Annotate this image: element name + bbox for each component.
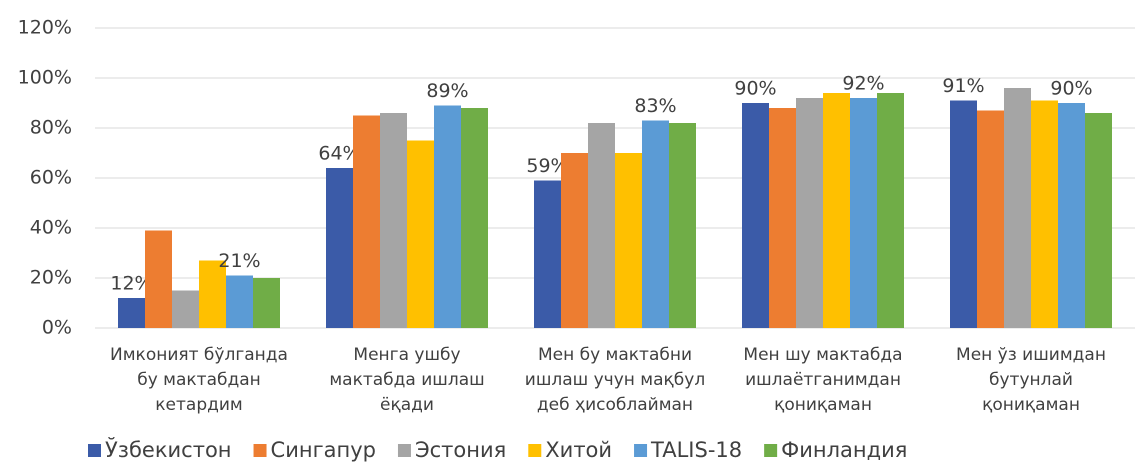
- bar: [877, 93, 904, 328]
- y-tick-label: 100%: [18, 67, 72, 89]
- legend-label: Финландия: [781, 438, 907, 462]
- legend-label: TALIS-18: [650, 438, 742, 462]
- data-label: 21%: [218, 250, 260, 272]
- bar: [407, 140, 434, 328]
- x-tick-label: қониқаман: [774, 395, 872, 415]
- legend-label: Хитой: [545, 438, 612, 462]
- bar: [253, 278, 280, 328]
- legend-label: Ўзбекистон: [105, 437, 232, 462]
- x-tick-label: бутунлай: [989, 370, 1073, 390]
- bar: [796, 98, 823, 328]
- data-label: 59%: [526, 155, 568, 177]
- x-tick-label: Мен шу мактабда: [743, 345, 902, 365]
- y-tick-label: 0%: [42, 317, 72, 339]
- x-tick-label: кетардим: [155, 395, 242, 415]
- x-tick-label: ишлаётганимдан: [745, 370, 901, 390]
- legend-swatch: [397, 444, 411, 457]
- data-label: 90%: [1050, 78, 1092, 100]
- legend-swatch: [764, 444, 778, 457]
- bar: [615, 153, 642, 328]
- bar: [461, 108, 488, 328]
- bar: [950, 100, 977, 328]
- x-tick-label: Мен бу мактабни: [538, 345, 692, 365]
- x-tick-label: Менга ушбу: [353, 345, 460, 365]
- bar: [226, 275, 253, 328]
- bar: [1085, 113, 1112, 328]
- data-label: 64%: [318, 143, 360, 165]
- bar: [1004, 88, 1031, 328]
- bar: [1058, 103, 1085, 328]
- bar: [326, 168, 353, 328]
- bar: [353, 115, 380, 328]
- y-tick-label: 40%: [30, 217, 72, 239]
- bar: [172, 290, 199, 328]
- x-tick-label: бу мактабдан: [137, 370, 261, 390]
- x-tick-label: мактабда ишлаш: [329, 370, 484, 390]
- data-label: 92%: [842, 73, 884, 95]
- bar: [145, 230, 172, 328]
- x-tick-label: қониқаман: [982, 395, 1080, 415]
- x-tick-label: ёқади: [380, 395, 434, 415]
- bar: [742, 103, 769, 328]
- legend-swatch: [634, 444, 648, 457]
- legend-swatch: [88, 444, 101, 457]
- data-label: 12%: [110, 273, 152, 295]
- bar: [380, 113, 407, 328]
- y-tick-label: 120%: [18, 17, 72, 39]
- legend-swatch: [528, 444, 542, 457]
- y-tick-label: 80%: [30, 117, 72, 139]
- bar: [1031, 100, 1058, 328]
- bar: [534, 180, 561, 328]
- y-tick-label: 20%: [30, 267, 72, 289]
- data-label: 89%: [426, 80, 468, 102]
- x-tick-label: деб ҳисоблайман: [537, 395, 693, 415]
- bar: [588, 123, 615, 328]
- data-label: 90%: [734, 78, 776, 100]
- legend-label: Сингапур: [271, 438, 376, 462]
- bar: [561, 153, 588, 328]
- data-label: 83%: [634, 95, 676, 117]
- bar: [823, 93, 850, 328]
- bar: [669, 123, 696, 328]
- legend-label: Эстония: [415, 438, 506, 462]
- x-tick-label: Мен ўз ишимдан: [956, 345, 1106, 365]
- bar: [850, 98, 877, 328]
- x-tick-label: Имконият бўлганда: [110, 345, 288, 365]
- bar: [977, 110, 1004, 328]
- legend-swatch: [253, 444, 267, 457]
- data-label: 91%: [942, 75, 984, 97]
- bar: [199, 260, 226, 328]
- y-tick-label: 60%: [30, 167, 72, 189]
- x-tick-label: ишлаш учун мақбул: [525, 370, 705, 390]
- bar: [642, 120, 669, 328]
- bar: [434, 105, 461, 328]
- bar: [769, 108, 796, 328]
- bar: [118, 298, 145, 328]
